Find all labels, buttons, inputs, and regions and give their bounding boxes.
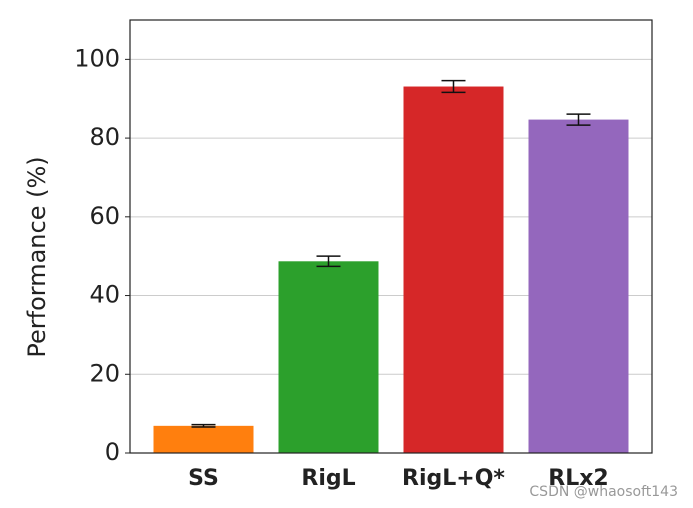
bar — [403, 86, 504, 454]
error-bar — [191, 423, 216, 428]
bar — [278, 261, 379, 453]
plot-frame — [129, 19, 653, 454]
error-bar — [441, 79, 466, 94]
x-tick-label: RigL+Q* — [402, 466, 505, 491]
x-tick-label: RLx2 — [548, 466, 608, 491]
y-tick-label: 100 — [74, 44, 120, 72]
x-tick-label: RigL — [301, 466, 355, 491]
watermark: CSDN @whaosoft143 — [529, 484, 678, 500]
y-axis-label: Performance (%) — [23, 156, 51, 357]
y-tick-label: 20 — [89, 359, 120, 387]
y-tick-label: 80 — [89, 123, 120, 151]
y-tick-label: 0 — [105, 438, 120, 466]
bar — [528, 119, 629, 453]
x-tick-label: SS — [188, 466, 219, 491]
y-tick-label: 60 — [89, 202, 120, 230]
y-tick-label: 40 — [89, 281, 120, 309]
bar — [153, 425, 254, 453]
error-bar — [316, 255, 341, 268]
error-bar — [566, 113, 591, 126]
